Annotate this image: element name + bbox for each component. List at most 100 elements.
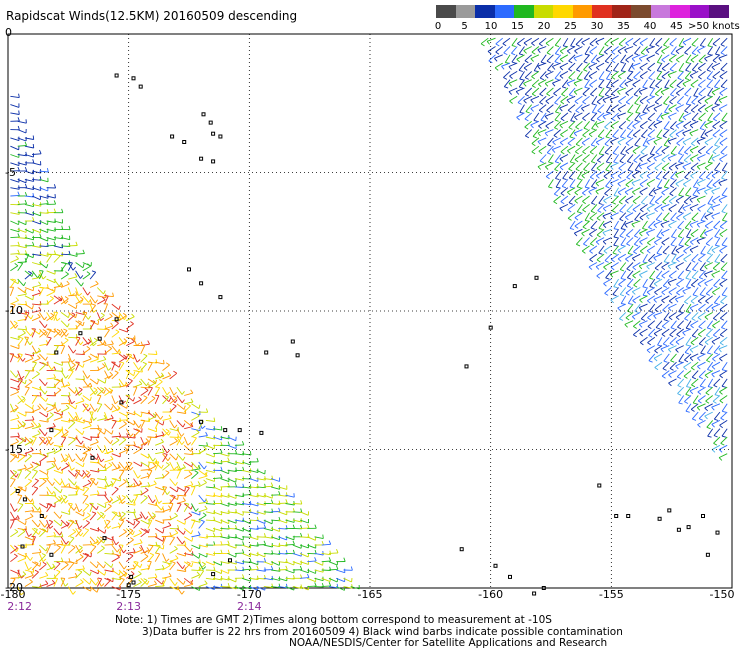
wind-barb-flag <box>138 579 142 583</box>
wind-barb <box>596 228 605 236</box>
wind-barb <box>60 453 66 462</box>
wind-barb <box>647 336 656 343</box>
wind-barb-flag <box>663 44 668 47</box>
wind-barb <box>669 62 677 70</box>
wind-barb <box>598 71 605 80</box>
wind-barb-flag <box>21 528 26 532</box>
wind-barb <box>46 478 53 486</box>
wind-barb-flag <box>567 150 571 154</box>
wind-barb-flag <box>71 312 76 316</box>
wind-barb-flag <box>692 418 697 421</box>
wind-barb <box>668 204 677 210</box>
wind-barb-flag <box>598 252 603 255</box>
wind-barb-flag <box>95 538 99 543</box>
wind-barb-flag <box>568 68 573 72</box>
wind-barb-flag <box>661 299 665 304</box>
wind-barb <box>263 494 273 499</box>
wind-barb <box>704 54 713 59</box>
wind-barb <box>256 511 266 515</box>
wind-barb-flag <box>581 142 586 146</box>
wind-barb-flag <box>123 354 127 358</box>
wind-barb <box>661 295 670 301</box>
wind-barb <box>524 129 533 137</box>
wind-barb <box>46 521 54 529</box>
wind-barb-flag <box>78 569 83 573</box>
wind-barb <box>155 477 165 480</box>
wind-barb <box>631 54 641 60</box>
wind-barb <box>104 390 113 396</box>
wind-barb-flag <box>105 328 110 331</box>
wind-barb <box>660 228 670 234</box>
wind-barb-flag <box>562 185 567 189</box>
wind-barb <box>198 544 208 548</box>
wind-barb <box>685 386 692 395</box>
wind-barb-flag <box>47 528 49 533</box>
wind-barb-flag <box>690 84 695 88</box>
wind-barb-flag <box>697 101 702 105</box>
wind-barb-flag <box>523 67 528 71</box>
wind-barb-flag <box>191 562 194 567</box>
wind-barb-flag <box>336 549 339 554</box>
wind-barb <box>61 384 70 388</box>
wind-barb-flag <box>109 313 113 317</box>
wind-barb-flag <box>719 358 723 362</box>
wind-barb-flag <box>610 141 614 145</box>
wind-barb-flag <box>169 408 172 413</box>
wind-barb <box>53 330 61 338</box>
wind-barb-flag <box>322 534 324 539</box>
wind-barb <box>721 170 728 179</box>
wind-barb <box>17 154 27 157</box>
wind-barb-flag <box>61 426 64 431</box>
wind-barb <box>546 87 554 95</box>
wind-barb <box>46 220 56 224</box>
wind-barb-flag <box>278 490 281 495</box>
wind-barb-flag <box>68 261 73 264</box>
wind-barb-flag <box>538 109 543 113</box>
wind-map <box>7 33 733 596</box>
wind-barb <box>24 358 34 363</box>
wind-barb <box>292 503 302 505</box>
wind-barb <box>603 278 612 284</box>
wind-barb <box>60 295 66 304</box>
wind-barb <box>569 179 576 188</box>
wind-barb <box>118 496 126 504</box>
wind-barb <box>660 87 670 93</box>
legend-swatch <box>533 5 553 18</box>
wind-barb-flag <box>638 165 642 170</box>
wind-barb <box>97 418 107 421</box>
wind-barb-flag <box>81 397 85 402</box>
wind-barb-flag <box>133 494 138 496</box>
wind-barb-flag <box>39 507 42 512</box>
wind-barb-flag <box>130 321 134 325</box>
wind-barb <box>256 503 266 506</box>
wind-barb-flag <box>174 545 178 550</box>
wind-barb-flag <box>718 199 723 204</box>
wind-barb-flag <box>711 215 715 220</box>
wind-barb-flag <box>584 86 589 89</box>
wind-barb <box>39 511 46 520</box>
wind-barb-flag <box>170 536 175 538</box>
wind-barb-flag <box>712 268 717 271</box>
wind-barb <box>183 461 192 468</box>
wind-barb <box>690 295 699 302</box>
wind-barb <box>552 62 561 67</box>
wind-barb <box>299 577 310 579</box>
wind-barb-flag <box>148 520 150 525</box>
wind-barb <box>53 511 61 519</box>
wind-barb-flag <box>704 58 708 62</box>
wind-barb <box>567 204 576 211</box>
wind-barb-flag <box>657 70 662 73</box>
wind-barb-flag <box>707 45 712 48</box>
wind-barb-flag <box>51 481 55 486</box>
wind-barb-flag <box>689 75 694 79</box>
wind-barb-flag <box>112 477 117 480</box>
wind-barb-flag <box>574 217 579 221</box>
wind-barb <box>169 386 175 396</box>
wind-barb <box>147 554 155 562</box>
wind-barb-flag <box>698 93 703 97</box>
wind-barb-flag <box>278 500 281 505</box>
wind-barb-flag <box>184 487 186 492</box>
wind-barb-flag <box>620 269 625 272</box>
wind-barb <box>285 569 295 574</box>
wind-barb-flag <box>603 250 608 254</box>
